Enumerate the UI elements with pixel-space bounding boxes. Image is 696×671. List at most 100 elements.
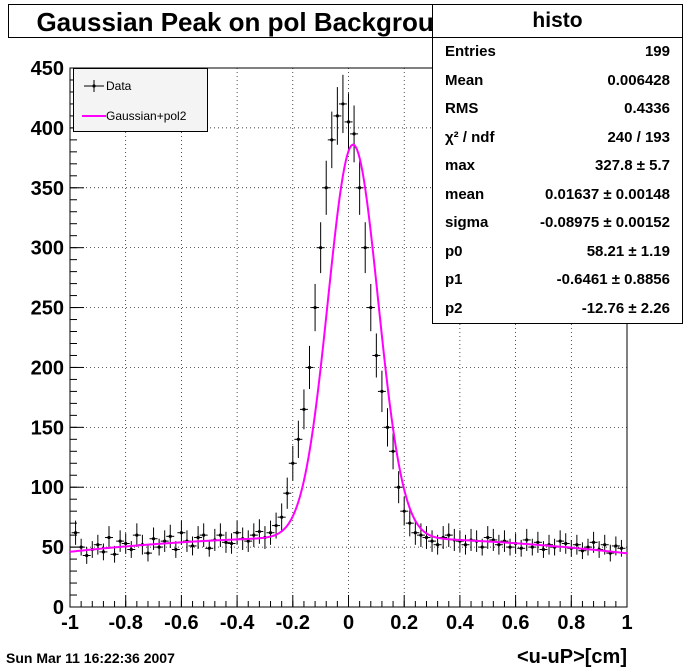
data-point xyxy=(508,545,512,549)
data-point xyxy=(491,538,495,542)
data-point xyxy=(73,531,78,535)
x-tick-label: 0.2 xyxy=(390,612,418,634)
data-point xyxy=(96,543,100,547)
stats-box: histo Entries 199 Mean 0.006428 RMS 0.4336 χ² … xyxy=(432,4,683,324)
data-point xyxy=(614,544,618,548)
stats-title: histo xyxy=(433,5,682,38)
legend-fit-label: Gaussian+pol2 xyxy=(106,109,187,123)
stats-row: Entries 199 xyxy=(433,38,682,67)
stats-row: RMS 0.4336 xyxy=(433,95,682,124)
data-point xyxy=(274,523,278,528)
data-point xyxy=(558,539,562,543)
data-point xyxy=(369,305,373,310)
stats-value: -12.76 ± 2.26 xyxy=(581,299,670,317)
stats-value: 327.8 ± 5.7 xyxy=(595,157,670,174)
stats-key: Entries xyxy=(445,43,496,60)
stats-value: 0.01637 ± 0.00148 xyxy=(544,185,670,203)
legend-item-fit: Gaussian+pol2 xyxy=(74,101,207,131)
y-tick-label: 400 xyxy=(31,118,64,140)
stats-key: χ² / ndf xyxy=(445,128,495,146)
y-tick-label: 50 xyxy=(42,537,64,559)
y-tick-label: 300 xyxy=(31,238,64,260)
data-point xyxy=(603,543,607,547)
data-point xyxy=(346,120,351,124)
stats-value: 0.4336 xyxy=(624,100,670,117)
stats-row: p0 58.21 ± 1.19 xyxy=(433,238,682,267)
data-point xyxy=(402,509,406,513)
data-point xyxy=(619,546,624,550)
data-point xyxy=(291,461,295,465)
legend-fit-line xyxy=(82,115,106,117)
data-point xyxy=(285,491,289,495)
y-tick-label: 150 xyxy=(31,417,64,439)
data-point xyxy=(302,407,306,411)
x-tick-label: -0.2 xyxy=(276,612,310,634)
data-point xyxy=(413,531,417,535)
data-point xyxy=(519,546,523,550)
data-point xyxy=(335,114,339,118)
data-point xyxy=(157,545,161,549)
data-point xyxy=(196,535,200,540)
data-point xyxy=(268,531,273,535)
data-point xyxy=(408,521,412,525)
stats-key: p0 xyxy=(445,242,463,260)
data-point xyxy=(374,353,378,358)
data-point xyxy=(179,531,183,535)
data-point xyxy=(79,545,83,549)
stats-value: 240 / 193 xyxy=(607,128,670,146)
data-point xyxy=(541,547,546,552)
x-tick-label: -0.4 xyxy=(220,612,255,634)
stats-key: max xyxy=(445,157,476,174)
data-point xyxy=(580,549,585,553)
y-tick-label: 0 xyxy=(53,597,64,619)
data-point xyxy=(151,537,156,541)
data-point xyxy=(530,545,534,549)
stats-value: 0.006428 xyxy=(607,71,670,89)
data-point xyxy=(447,533,451,537)
data-point xyxy=(564,541,568,546)
x-tick-label: 0.6 xyxy=(502,612,530,634)
data-point xyxy=(430,539,434,543)
data-point xyxy=(341,102,345,106)
data-point xyxy=(280,515,284,519)
stats-row: mean 0.01637 ± 0.00148 xyxy=(433,181,682,210)
data-point xyxy=(497,543,501,547)
data-point xyxy=(380,389,384,393)
data-point xyxy=(163,539,167,543)
data-point xyxy=(101,550,106,554)
y-tick-label: 200 xyxy=(31,357,64,379)
x-tick-label: -0.8 xyxy=(108,612,142,634)
chart-title: Gaussian Peak on pol Background xyxy=(8,4,494,38)
data-point xyxy=(436,543,440,547)
data-point xyxy=(591,540,596,544)
data-point xyxy=(586,545,590,549)
data-point xyxy=(135,533,139,537)
data-point xyxy=(307,365,312,370)
stats-key: p2 xyxy=(445,299,463,317)
data-point xyxy=(224,540,228,544)
data-point xyxy=(202,533,206,537)
data-point xyxy=(218,533,222,537)
stats-value: 58.21 ± 1.19 xyxy=(586,242,670,260)
stats-value: -0.08975 ± 0.00152 xyxy=(539,214,670,231)
data-point xyxy=(174,547,178,552)
date-stamp: Sun Mar 11 16:22:36 2007 xyxy=(6,650,175,666)
data-point xyxy=(480,545,484,549)
stats-key: p1 xyxy=(445,271,463,288)
stats-key: RMS xyxy=(445,100,479,117)
x-tick-label: 0 xyxy=(343,612,354,634)
data-point xyxy=(296,437,300,441)
data-point xyxy=(486,535,490,540)
legend-data-marker xyxy=(84,80,104,92)
stats-key: sigma xyxy=(445,214,489,231)
data-point xyxy=(246,539,250,543)
data-point xyxy=(118,539,122,543)
data-point xyxy=(129,547,133,552)
data-point xyxy=(190,544,195,548)
data-point xyxy=(235,531,239,535)
stats-row: Mean 0.006428 xyxy=(433,67,682,96)
data-point xyxy=(324,186,328,190)
data-point xyxy=(146,551,150,555)
x-tick-label: 1 xyxy=(621,612,632,634)
